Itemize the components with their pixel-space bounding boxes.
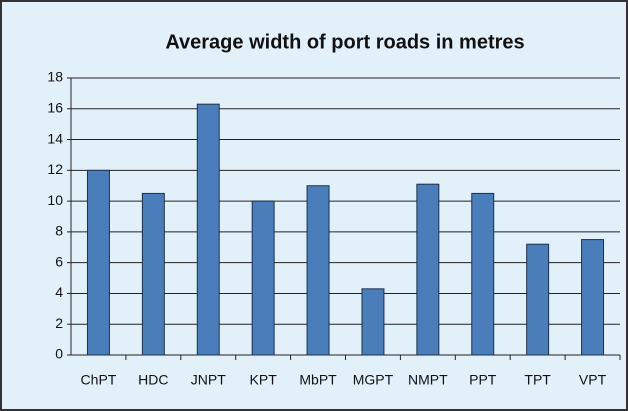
y-tick-label: 18 (47, 69, 63, 85)
bar (526, 243, 550, 356)
x-tick-label: MbPT (299, 372, 337, 388)
x-tick-label: KPT (250, 372, 278, 388)
bar (306, 185, 330, 356)
x-tick-label: JNPT (191, 372, 226, 388)
chart-title: Average width of port roads in metres (165, 31, 524, 53)
bar (196, 103, 220, 356)
bar (416, 183, 440, 356)
y-tick-label: 16 (47, 99, 63, 115)
x-tick-label: PPT (469, 372, 497, 388)
y-tick-label: 12 (47, 161, 63, 177)
x-tick-label: MGPT (353, 372, 394, 388)
y-tick-label: 10 (47, 192, 63, 208)
bar (141, 192, 165, 356)
x-tick-label: ChPT (81, 372, 117, 388)
y-tick-label: 4 (55, 284, 63, 300)
y-tick-label: 2 (55, 315, 63, 331)
x-tick-label: VPT (579, 372, 607, 388)
y-tick-label: 6 (55, 253, 63, 269)
x-tick-label: NMPT (408, 372, 448, 388)
x-tick-label: TPT (524, 372, 551, 388)
y-tick-label: 0 (55, 346, 63, 362)
bar (471, 192, 495, 356)
bar (581, 239, 605, 356)
bar (86, 169, 110, 356)
y-tick-label: 8 (55, 223, 63, 239)
bar (361, 288, 385, 356)
x-tick-label: HDC (138, 372, 168, 388)
y-tick-label: 14 (47, 130, 63, 146)
bar (251, 200, 275, 356)
